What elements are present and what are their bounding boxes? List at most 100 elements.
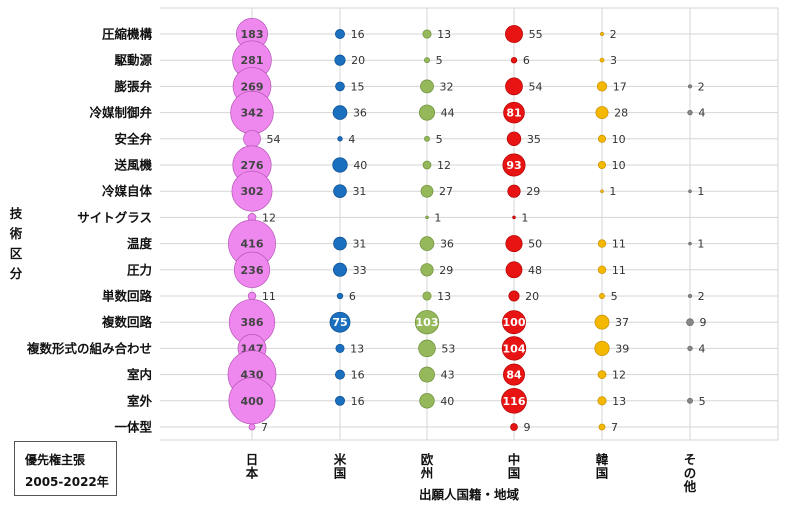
- bubble: [599, 424, 605, 430]
- bubble: [509, 291, 519, 301]
- category-label: サイトグラス: [77, 210, 152, 225]
- bubble: [597, 82, 607, 92]
- bubble: [419, 367, 434, 382]
- bubble: [601, 190, 604, 193]
- bubble-value-label: 5: [436, 54, 443, 67]
- bubble: [336, 82, 345, 91]
- bubble-value-label: 9: [523, 421, 530, 434]
- bubble-value-label: 28: [614, 107, 628, 120]
- bubble-value-label: 386: [241, 316, 264, 329]
- bubble-value-label: 31: [352, 238, 366, 251]
- category-label: 圧縮機構: [102, 27, 153, 42]
- bubble: [513, 216, 516, 219]
- category-label: 冷媒自体: [102, 184, 153, 199]
- bubble: [598, 397, 606, 405]
- bubble: [511, 424, 518, 431]
- category-label: 複数回路: [101, 315, 153, 330]
- bubble-value-label: 116: [503, 395, 526, 408]
- bubble: [337, 293, 343, 299]
- bubble-value-label: 36: [353, 107, 367, 120]
- bubble: [421, 264, 433, 276]
- bubble: [507, 132, 521, 146]
- bubble-value-label: 1: [434, 211, 441, 224]
- category-label: 送風機: [113, 158, 152, 173]
- bubble: [335, 370, 344, 379]
- category-label: 駆動源: [114, 53, 152, 68]
- bubble: [338, 136, 343, 141]
- bubble: [689, 190, 692, 193]
- bubble-value-label: 276: [241, 159, 264, 172]
- bubble-value-label: 1: [609, 185, 616, 198]
- bubble: [243, 130, 260, 147]
- column-label: 日本: [246, 452, 259, 481]
- bubble-value-label: 13: [437, 28, 451, 41]
- bubble: [511, 57, 517, 63]
- column-label: 中国: [508, 452, 521, 481]
- bubble-value-label: 1: [521, 211, 528, 224]
- bubble: [598, 371, 606, 379]
- bubble-value-label: 11: [612, 264, 626, 277]
- category-label: 圧力: [127, 262, 152, 277]
- bubble-value-label: 12: [437, 159, 451, 172]
- bubble-value-label: 29: [526, 185, 540, 198]
- bubble-value-label: 54: [267, 133, 281, 146]
- category-label: 単数回路: [102, 289, 153, 304]
- bubble-value-label: 11: [262, 290, 276, 303]
- bubble-value-label: 31: [352, 185, 366, 198]
- bubble-value-label: 16: [351, 395, 365, 408]
- bubble: [335, 396, 344, 405]
- bubble: [687, 319, 694, 326]
- bubble-value-label: 20: [351, 54, 365, 67]
- bubble-value-label: 40: [353, 159, 367, 172]
- bubble-value-label: 5: [699, 395, 706, 408]
- bubble-value-label: 37: [615, 316, 629, 329]
- bubble: [335, 29, 344, 38]
- bubble-value-label: 5: [611, 290, 618, 303]
- bubble-value-label: 302: [241, 185, 264, 198]
- bubble-value-label: 16: [351, 28, 365, 41]
- bubble-value-label: 15: [350, 80, 364, 93]
- column-label: その他: [683, 452, 697, 494]
- bubble: [334, 185, 347, 198]
- bubble: [333, 106, 347, 120]
- bubble: [419, 340, 436, 357]
- bubble: [335, 55, 345, 65]
- bubble: [426, 216, 429, 219]
- bubble: [423, 161, 431, 169]
- bubble: [600, 32, 603, 35]
- bubble: [598, 161, 605, 168]
- bubble: [334, 237, 347, 250]
- bubble-value-label: 29: [439, 264, 453, 277]
- bubble-value-label: 7: [611, 421, 618, 434]
- bubble-value-label: 3: [610, 54, 617, 67]
- bubble: [249, 424, 255, 430]
- bubble-value-label: 416: [241, 238, 264, 251]
- bubble-value-label: 4: [698, 342, 705, 355]
- bubble: [599, 293, 604, 298]
- bubble-value-label: 2: [610, 28, 617, 41]
- bubble: [424, 136, 429, 141]
- bubble: [248, 292, 256, 300]
- bubble: [506, 262, 522, 278]
- bubble-value-label: 35: [527, 133, 541, 146]
- bubble-value-label: 93: [506, 159, 521, 172]
- bubble: [424, 58, 429, 63]
- bubble: [508, 185, 520, 197]
- bubble-value-label: 183: [241, 28, 264, 41]
- bubble-value-label: 84: [506, 369, 522, 382]
- bubble-value-label: 103: [416, 316, 439, 329]
- category-label: 冷媒制御弁: [89, 105, 152, 120]
- bubble-value-label: 2: [698, 290, 705, 303]
- bubble: [600, 58, 604, 62]
- bubble-value-label: 16: [351, 369, 365, 382]
- bubble: [419, 105, 434, 120]
- category-label: 複数形式の組み合わせ: [26, 341, 152, 356]
- bubble-value-label: 1: [697, 185, 704, 198]
- bubble: [506, 235, 522, 251]
- bubble: [598, 266, 606, 274]
- bubble-value-label: 1: [697, 238, 704, 251]
- bubble-value-label: 54: [529, 80, 543, 93]
- category-label: 室外: [127, 393, 153, 408]
- bubble: [423, 292, 431, 300]
